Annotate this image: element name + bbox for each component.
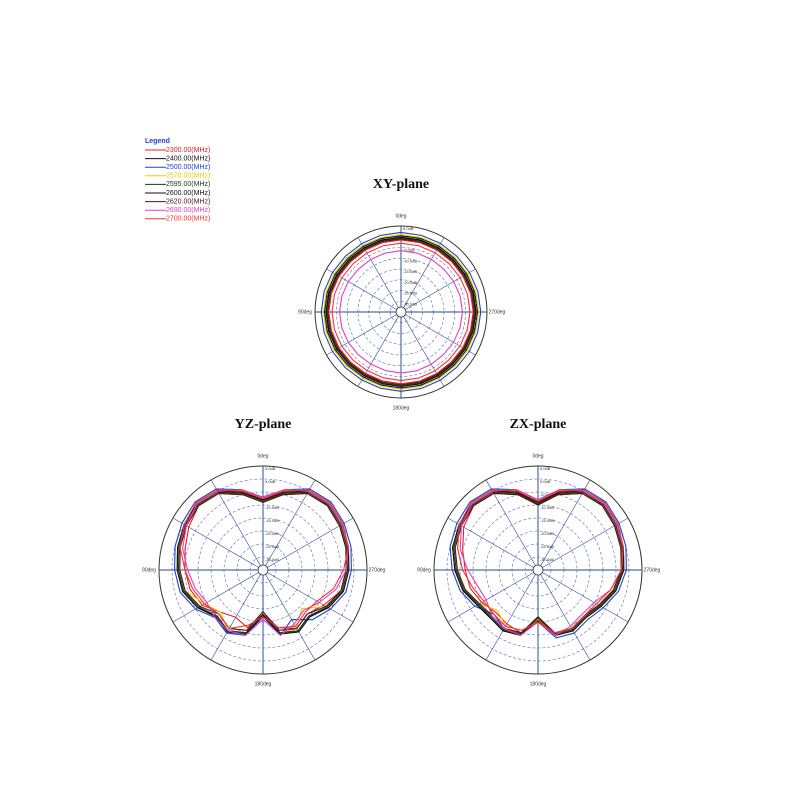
legend-label: 2570.00(MHz) [166, 173, 210, 180]
r-tick-label: -20.0dB [403, 280, 417, 285]
spoke [542, 572, 629, 623]
pattern-line [323, 235, 479, 389]
center-circle [257, 564, 269, 576]
spoke [447, 572, 534, 623]
pattern-line [320, 231, 482, 392]
angle-label: 180deg [255, 681, 272, 687]
r-tick-label: -20.0dB [265, 531, 279, 536]
r-tick-label: -10.0dB [403, 258, 417, 263]
spoke [540, 574, 591, 661]
spoke [267, 572, 354, 623]
plot-title: XY-plane [373, 177, 429, 192]
spoke [485, 574, 536, 661]
angle-label: 180deg [393, 405, 410, 411]
pattern-line [459, 489, 624, 636]
legend-label: 2600.00(MHz) [166, 190, 210, 197]
angle-label: 0deg [532, 453, 543, 459]
r-tick-label: 5.0dB [403, 226, 414, 231]
angle-label: 270deg [369, 567, 386, 573]
spoke [172, 517, 259, 568]
spoke [210, 479, 261, 566]
r-tick-label: -30.0dB [540, 557, 554, 562]
angle-label: 90deg [142, 567, 156, 573]
pattern-line [182, 489, 349, 636]
r-tick-label: 0.0dB [265, 479, 276, 484]
spoke [447, 517, 534, 568]
pattern-line [179, 489, 349, 630]
spoke [540, 479, 591, 566]
legend-label: 2300.00(MHz) [166, 147, 210, 154]
angle-label: 0deg [257, 453, 268, 459]
legend-label: 2400.00(MHz) [166, 155, 210, 162]
angle-label: 90deg [417, 567, 431, 573]
legend-title: Legend [145, 138, 170, 145]
pattern-line [328, 239, 474, 385]
spoke [485, 479, 536, 566]
pattern-line [177, 491, 349, 634]
center-circle [395, 306, 407, 318]
pattern-line [322, 234, 480, 390]
pattern-line [453, 491, 624, 635]
angle-label: 270deg [489, 309, 506, 315]
pattern-line [325, 236, 477, 388]
r-tick-label: -15.0dB [403, 269, 417, 274]
plot-title: ZX-plane [510, 417, 567, 432]
angle-label: 270deg [644, 567, 661, 573]
plot-title: YZ-plane [235, 417, 292, 432]
r-tick-label: 0.0dB [540, 479, 551, 484]
legend-label: 2700.00(MHz) [166, 216, 210, 223]
legend-label: 2595.00(MHz) [166, 181, 210, 188]
angle-label: 90deg [298, 309, 312, 315]
spoke [265, 479, 316, 566]
legend-label: 2620.00(MHz) [166, 198, 210, 205]
angle-label: 0deg [395, 213, 406, 219]
center-circle [532, 564, 544, 576]
r-tick-label: -30.0dB [403, 301, 417, 306]
spoke [172, 572, 259, 623]
spoke [265, 574, 316, 661]
r-tick-label: -15.0dB [265, 518, 279, 523]
r-tick-label: -15.0dB [540, 518, 554, 523]
r-tick-label: 5.0dB [265, 466, 276, 471]
r-tick-label: -25.0dB [540, 544, 554, 549]
pattern-line [327, 238, 475, 386]
legend-label: 2500.00(MHz) [166, 164, 210, 171]
spoke [267, 517, 354, 568]
angle-label: 180deg [530, 681, 547, 687]
r-tick-label: -20.0dB [540, 531, 554, 536]
legend-label: 2690.00(MHz) [166, 207, 210, 214]
r-tick-label: -10.0dB [540, 505, 554, 510]
pattern-line [338, 250, 464, 374]
pattern-line [457, 489, 624, 634]
r-tick-label: -5.0dB [403, 248, 415, 253]
r-tick-label: -25.0dB [403, 291, 417, 296]
r-tick-label: -10.0dB [265, 505, 279, 510]
r-tick-label: -25.0dB [265, 544, 279, 549]
pattern-line [331, 242, 471, 382]
r-tick-label: 5.0dB [540, 466, 551, 471]
r-tick-label: -5.0dB [540, 492, 552, 497]
pattern-line [326, 237, 476, 387]
r-tick-label: -30.0dB [265, 557, 279, 562]
spoke [542, 517, 629, 568]
